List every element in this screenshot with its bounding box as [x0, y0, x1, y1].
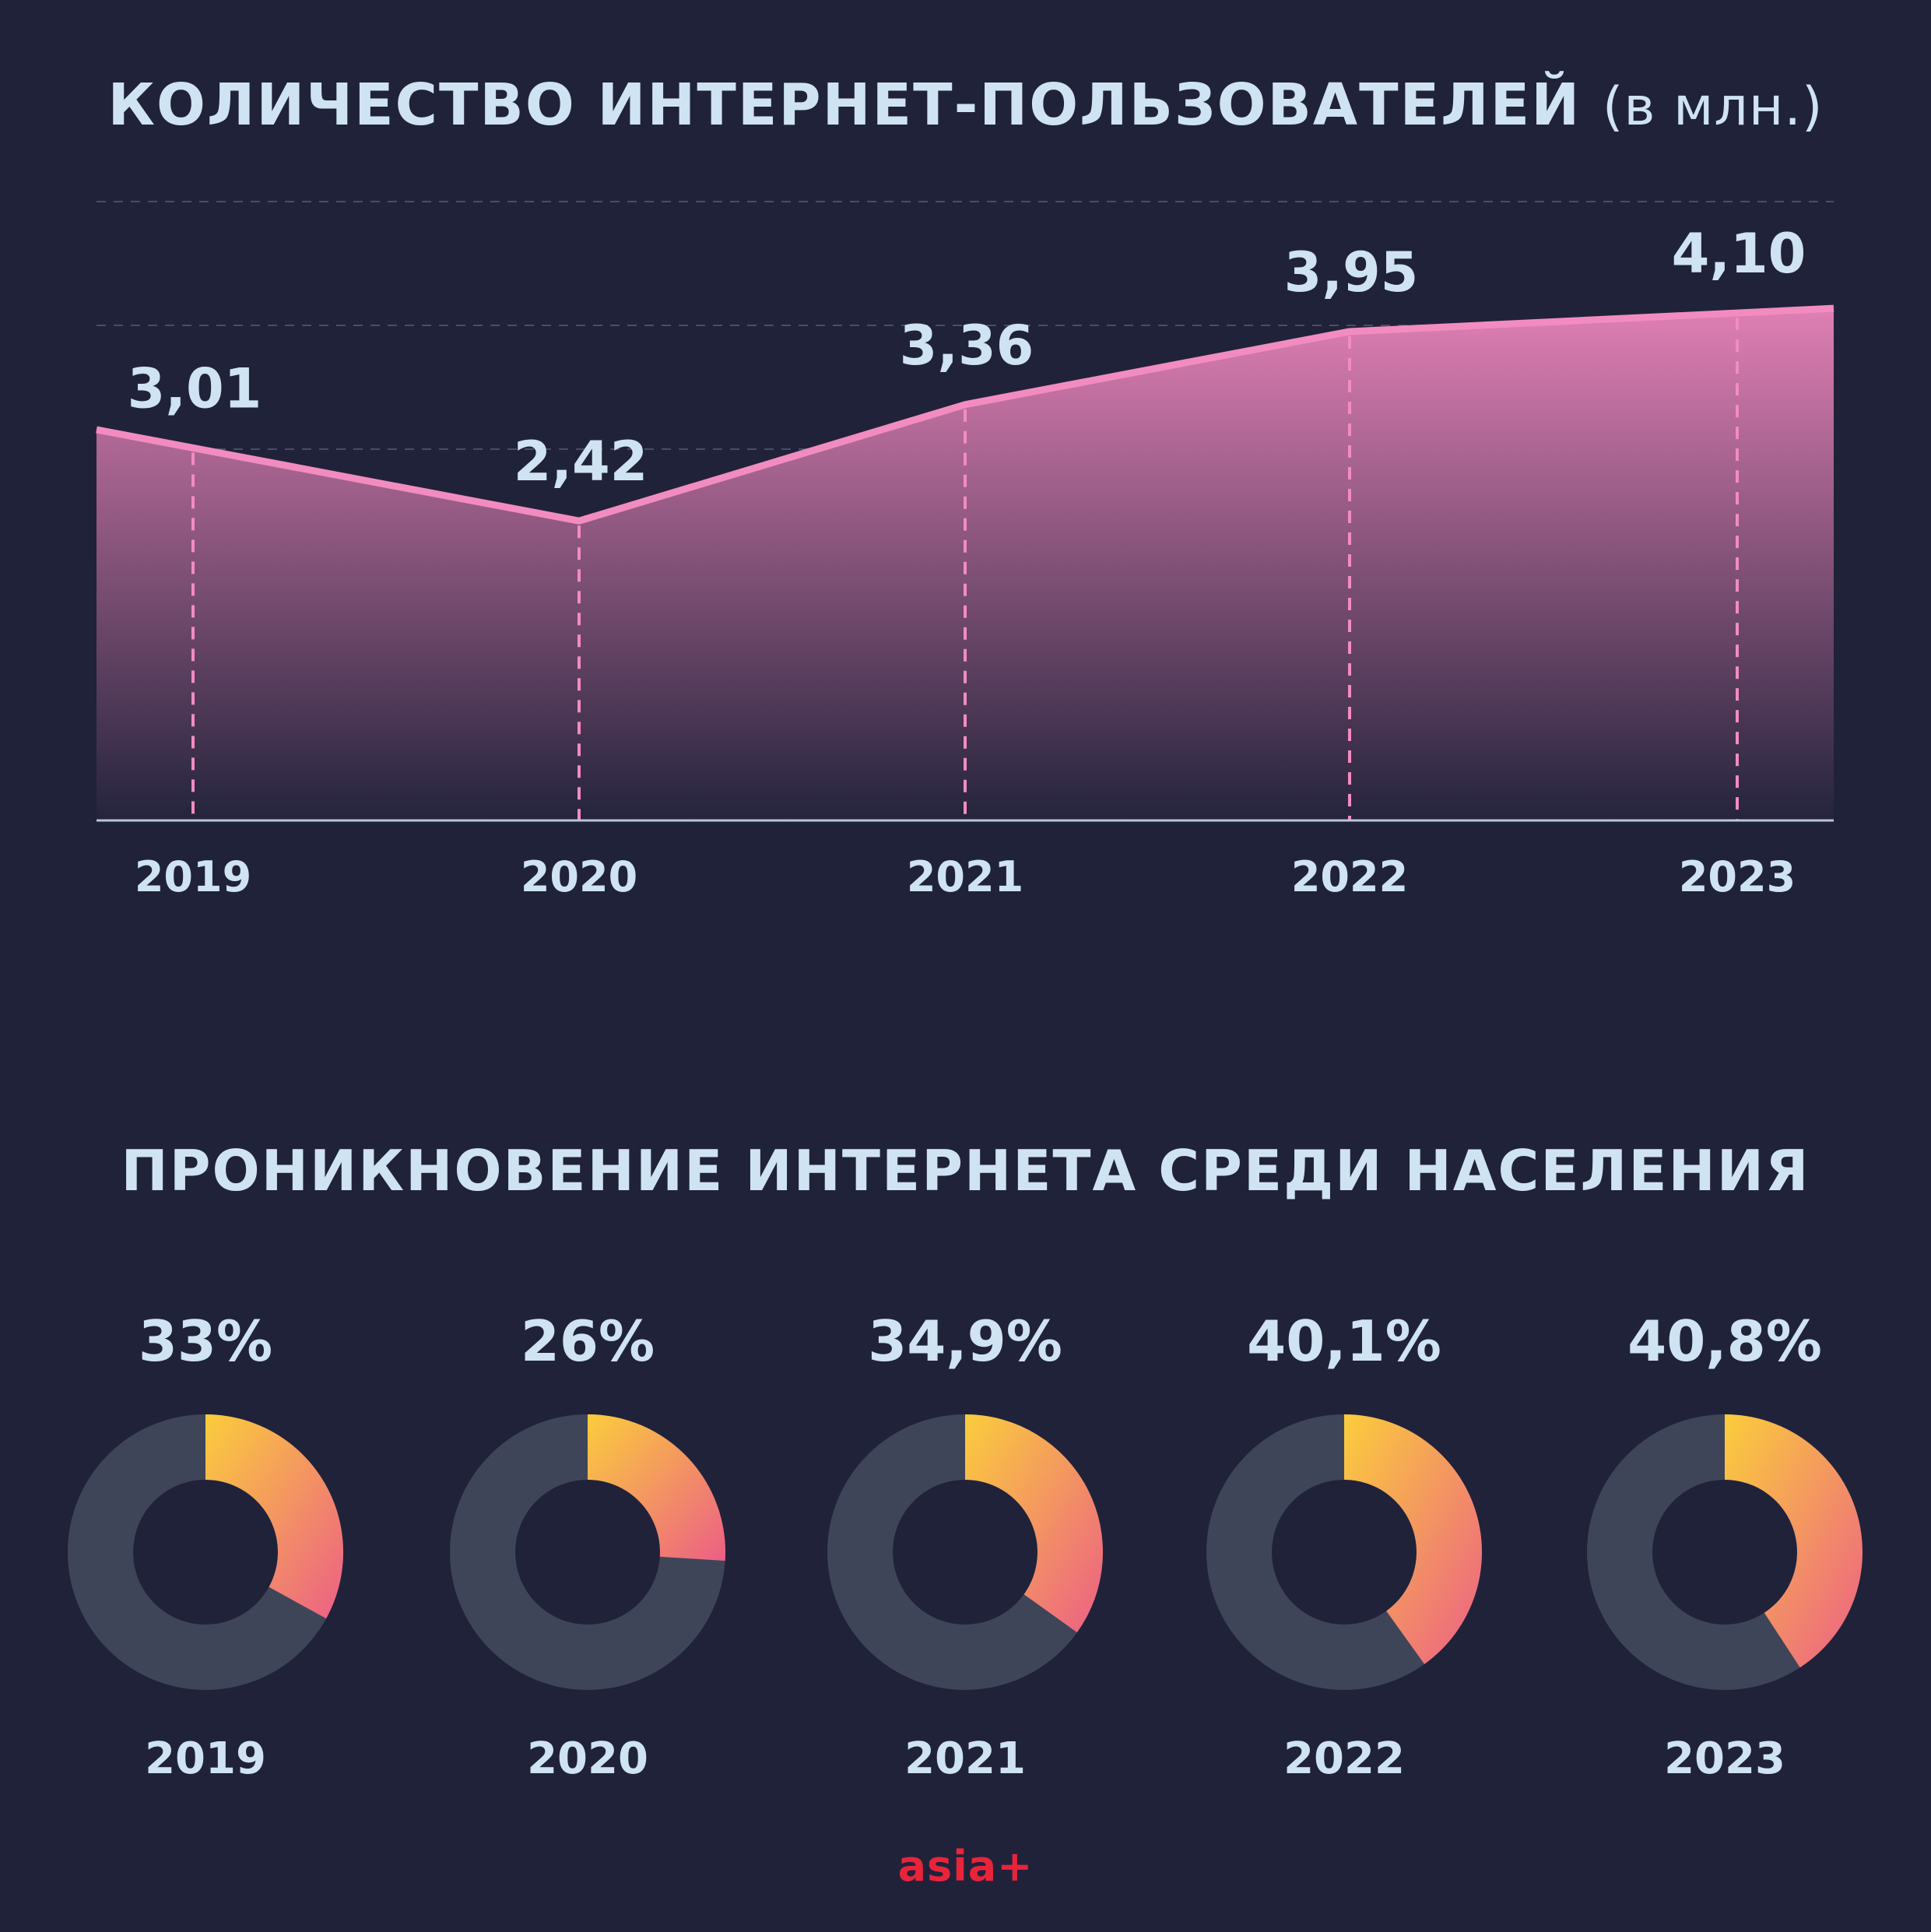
donut-value-label: 34,9% [868, 1308, 1062, 1374]
chart-title-main: КОЛИЧЕСТВО ИНТЕРНЕТ-ПОЛЬЗОВАТЕЛЕЙ [107, 72, 1582, 139]
donut-slice [588, 1414, 725, 1561]
data-label: 3,01 [128, 357, 262, 420]
donut-value-label: 40,8% [1627, 1308, 1822, 1374]
section-title-penetration: ПРОНИКНОВЕНИЕ ИНТЕРНЕТА СРЕДИ НАСЕЛЕНИЯ [121, 1138, 1810, 1203]
donut-value-label: 33% [139, 1308, 272, 1374]
donut-year-label: 2020 [527, 1734, 648, 1784]
data-label: 4,10 [1672, 222, 1806, 286]
donut-chart: 34,9% 2021 [827, 1308, 1103, 1784]
donut-chart: 40,8% 2023 [1587, 1308, 1863, 1784]
chart-title: КОЛИЧЕСТВО ИНТЕРНЕТ-ПОЛЬЗОВАТЕЛЕЙ (в млн… [0, 72, 1931, 139]
x-tick-label: 2019 [135, 852, 251, 901]
donut-slice [1725, 1414, 1863, 1668]
x-tick-labels: 2019 2020 2021 2022 2023 [135, 852, 1796, 901]
data-label: 3,36 [900, 314, 1034, 378]
data-label: 2,42 [514, 430, 648, 494]
x-tick-label: 2020 [521, 852, 637, 901]
drop-lines [191, 318, 1739, 820]
chart-title-unit: (в млн.) [1602, 76, 1824, 138]
donut-year-label: 2022 [1283, 1734, 1405, 1784]
x-tick-label: 2022 [1291, 852, 1408, 901]
donut-value-label: 26% [521, 1308, 655, 1374]
donut-slice [1344, 1414, 1483, 1664]
donut-value-label: 40,1% [1247, 1308, 1441, 1374]
donut-slice [205, 1414, 344, 1619]
donut-year-label: 2023 [1664, 1734, 1785, 1784]
value-labels: 3,01 2,42 3,36 3,95 4,10 [128, 222, 1806, 494]
series-line [96, 304, 1834, 525]
data-label: 3,95 [1284, 241, 1419, 304]
x-tick-label: 2021 [907, 852, 1023, 901]
donut-year-label: 2019 [145, 1734, 266, 1784]
donut-year-label: 2021 [904, 1734, 1026, 1784]
brand-logo: asia+ [897, 1842, 1034, 1891]
donut-chart: 26% 2020 [450, 1308, 725, 1784]
donut-chart: 40,1% 2022 [1206, 1308, 1483, 1784]
donut-slice [965, 1414, 1103, 1633]
area-chart: 3,01 2,42 3,36 3,95 4,10 2019 2020 2021 2022 202… [96, 201, 1834, 901]
x-tick-label: 2023 [1679, 852, 1796, 901]
donut-chart: 33% 2019 [68, 1308, 344, 1784]
donut-group: 33% 2019 26% 2020 34,9% 2021 40,1% 2022 40,8% 202… [68, 1308, 1863, 1784]
